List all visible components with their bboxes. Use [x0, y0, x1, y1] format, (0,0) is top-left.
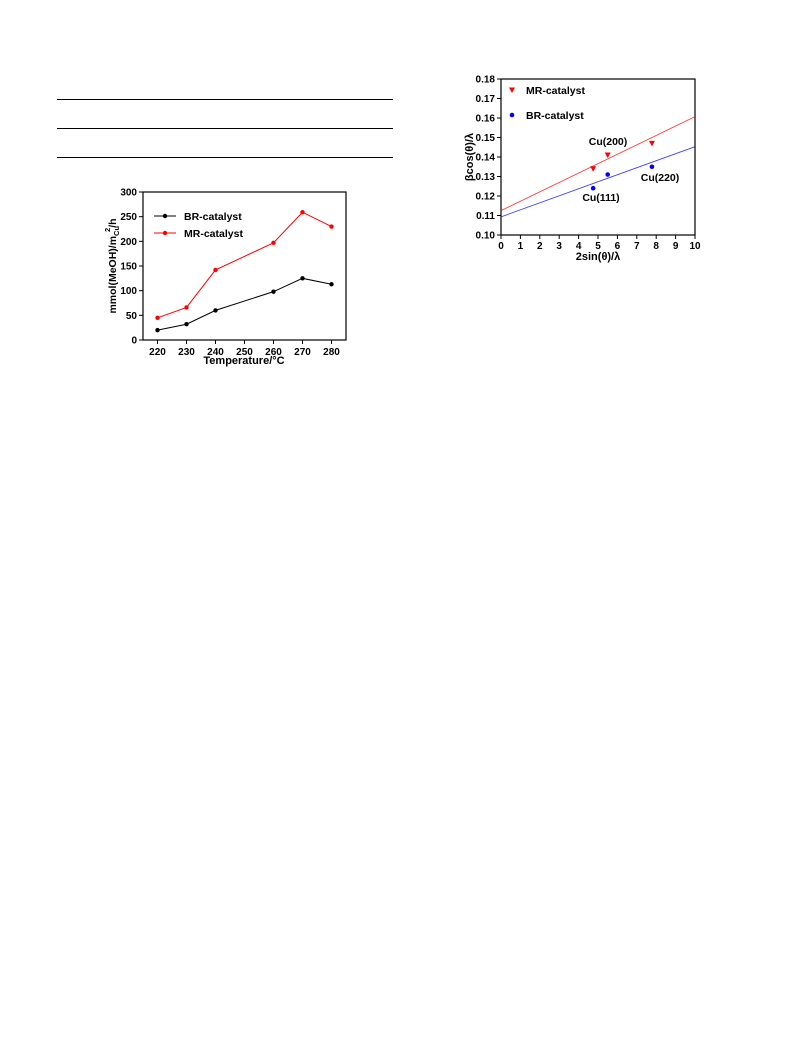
legend-marker: [162, 213, 168, 219]
x-tick-label: 270: [294, 347, 311, 358]
data-point: [604, 152, 611, 159]
y-tick-label: 150: [120, 262, 137, 273]
legend-label: BR-catalyst: [526, 110, 584, 122]
legend-label: MR-catalyst: [526, 85, 585, 97]
x-tick-label: 220: [149, 347, 166, 358]
y-tick-label: 0: [131, 336, 137, 347]
fit-line: [500, 146, 696, 218]
x-tick-label: 0: [498, 241, 504, 252]
y-tick-label: 0.14: [476, 153, 496, 164]
legend-label: BR-catalyst: [184, 211, 242, 223]
table-bottom-rule: [57, 157, 393, 158]
data-point: [155, 327, 160, 333]
legend-marker: [509, 112, 515, 118]
data-point: [648, 140, 655, 147]
x-tick-label: 280: [323, 347, 340, 358]
y-tick-label: 0.11: [476, 211, 495, 222]
x-axis-label: 2sin(θ)/λ: [576, 251, 620, 263]
plane-annotation: Cu(220): [641, 172, 680, 184]
data-point: [329, 282, 334, 287]
x-axis-label: Temperature/°C: [203, 355, 284, 367]
x-tick-label: 240: [207, 347, 224, 358]
y-tick-label: 50: [126, 311, 138, 322]
legend-marker: [509, 87, 515, 93]
x-tick-label: 7: [634, 241, 640, 252]
plot-frame: [142, 191, 347, 341]
series-line: [157, 277, 332, 331]
series-line: [157, 211, 332, 319]
plane-annotation: Cu(200): [589, 136, 628, 148]
fit-line: [500, 116, 696, 212]
data-point: [300, 276, 305, 281]
y-tick-label: 0.17: [476, 94, 496, 105]
data-point: [590, 185, 596, 191]
data-point: [271, 240, 276, 246]
data-point: [155, 315, 160, 320]
y-tick-label: 0.13: [476, 172, 496, 183]
x-tick-label: 250: [236, 347, 253, 358]
data-point: [300, 210, 305, 215]
x-tick-label: 260: [265, 347, 282, 358]
x-tick-label: 6: [615, 241, 621, 252]
y-axis-label: mmol(MeOH)/mCu2/h: [103, 218, 121, 313]
methanol-yield-chart: 0 50 100 150 200 250 300 220 230 240 250 260 270 280 …: [100, 180, 360, 375]
y-tick-label: 0.18: [476, 75, 496, 86]
data-point: [271, 289, 276, 294]
x-tick-label: 1: [518, 241, 524, 252]
y-tick-label: 300: [120, 188, 137, 199]
table-top-rule: [57, 99, 393, 100]
legend-marker: [162, 230, 168, 236]
data-point: [213, 267, 218, 273]
data-point: [649, 164, 655, 170]
x-tick-label: 2: [537, 241, 543, 252]
x-tick-label: 230: [178, 347, 195, 358]
y-tick-label: 0.12: [476, 192, 496, 203]
williamson-hall-chart: 0.10 0.11 0.12 0.13 0.14 0.15 0.16 0.17 0.18 0 1 2 3…: [458, 70, 708, 270]
y-tick-label: 250: [120, 212, 137, 223]
y-tick-label: 0.15: [476, 133, 496, 144]
x-tick-label: 4: [576, 241, 582, 252]
data-point: [213, 308, 218, 313]
y-tick-label: 0.16: [476, 114, 496, 125]
data-point: [184, 305, 189, 310]
plane-annotation: Cu(111): [582, 192, 619, 204]
y-tick-label: 0.10: [476, 231, 496, 242]
y-tick-label: 200: [120, 237, 137, 248]
x-tick-label: 5: [595, 241, 601, 252]
williamson-hall-chart-svg: 0.10 0.11 0.12 0.13 0.14 0.15 0.16 0.17 0.18 0 1 2 3…: [464, 75, 701, 264]
y-tick-label: 100: [120, 286, 137, 297]
x-tick-label: 3: [556, 241, 562, 252]
x-tick-label: 10: [689, 241, 701, 252]
data-point: [590, 166, 597, 172]
table-mid-rule: [57, 128, 393, 129]
data-point: [184, 322, 189, 327]
x-tick-label: 9: [673, 241, 679, 252]
y-axis-label: βcos(θ)/λ: [464, 133, 476, 181]
data-point: [605, 172, 610, 177]
x-tick-label: 8: [653, 241, 659, 252]
legend-label: MR-catalyst: [184, 228, 243, 240]
data-point: [329, 224, 334, 229]
